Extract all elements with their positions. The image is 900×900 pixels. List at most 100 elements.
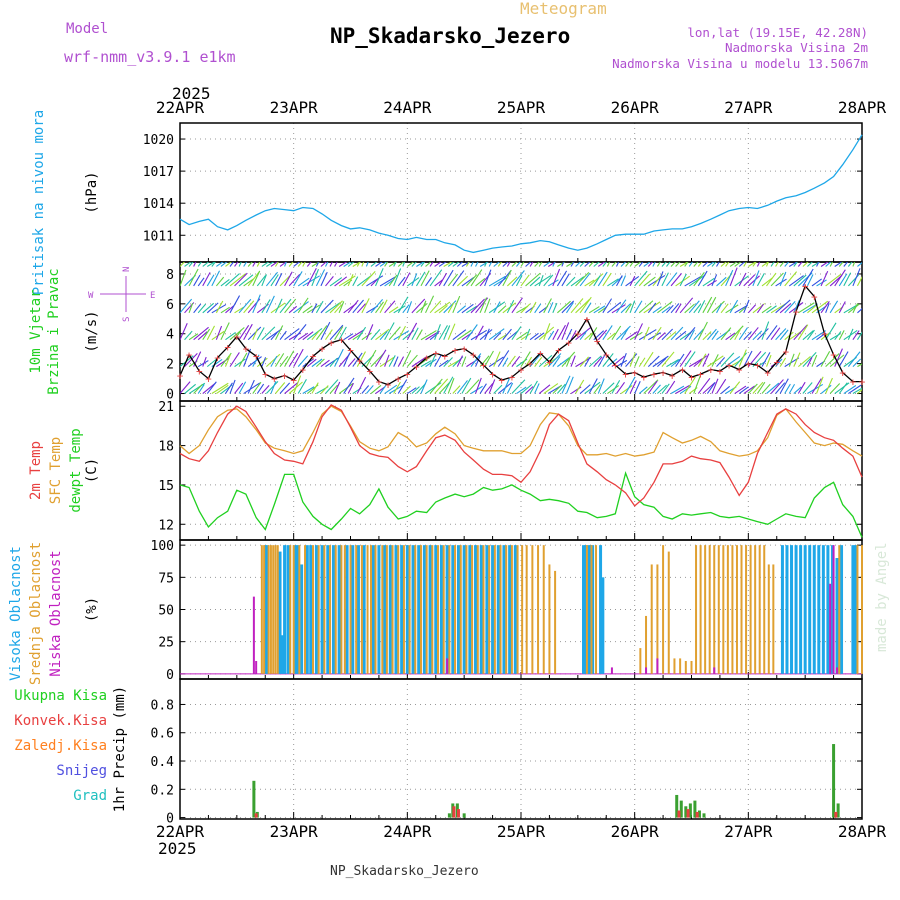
wind-arrow [652,326,662,341]
wind-arrow [220,278,230,287]
wind-arrow [611,380,621,394]
wind-arrow [306,262,312,267]
wind-arrow [515,275,523,287]
wind-arrow [180,323,188,340]
wind-speed-marker: + [717,365,724,378]
wind-arrow [634,381,641,394]
wind-arrow [320,321,331,340]
wind-arrow [852,387,862,395]
wind-arrow [793,386,802,394]
wind-arrow [343,262,352,267]
wind-arrow [470,262,474,267]
cloud-bar [679,658,682,674]
cloud-bar [300,564,304,674]
wind-arrow [347,299,359,314]
wind-arrow [852,262,856,267]
wind-arrow [820,270,829,287]
wind-arrow [265,295,275,314]
wind-speed-marker: + [498,374,505,387]
wind-arrow [575,327,591,341]
y-tick-label: 1017 [143,165,174,180]
cloud-bar [713,667,716,674]
wind-arrow [488,275,506,287]
wind-arrow [557,262,566,267]
cloud-bar [548,564,551,674]
cloud-bar [554,570,557,674]
y-tick-label: 12 [158,518,174,533]
wind-speed-marker: + [432,347,439,360]
wind-arrow [843,304,858,314]
wind-arrow [511,326,522,341]
wind-arrow [420,360,432,368]
wind-arrow [552,328,559,340]
wind-arrow [747,304,757,314]
wind-speed-marker: + [575,328,582,341]
wind-arrow [397,296,409,314]
wind-arrow [820,384,832,394]
wind-arrow [838,273,848,287]
wind-arrow [415,271,426,287]
wind-arrow [738,349,747,367]
wind-arrow [743,350,753,367]
precip-bar [675,794,679,818]
wind-arrow [266,262,275,267]
cloud-bar [326,545,330,674]
wind-arrow [584,356,591,367]
wind-arrow [688,329,695,340]
unit-label: 1hr Precip (mm) [112,686,128,812]
wind-arrows [180,262,862,395]
cloud-bar [650,564,653,674]
wind-arrow [843,262,849,267]
wind-arrow [825,353,840,368]
precip-legend-label: Snijeg [56,763,107,779]
precip-bar [447,813,451,818]
cloud-ylabel: Srednja Oblacnost [28,542,44,685]
wind-arrow [779,262,785,267]
wind-arrow [425,262,432,267]
wind-arrow [470,353,482,367]
wind-arrow [393,262,397,267]
wind-arrow [225,382,233,394]
wind-arrow [447,302,455,314]
wind-arrow [566,302,574,314]
wind-arrow [793,300,800,314]
wind-arrow [820,301,830,314]
wind-arrow [625,331,638,341]
wind-arrow [829,383,841,394]
wind-arrow [497,305,507,314]
wind-arrow [756,262,761,267]
wind-arrow [315,262,320,267]
cloud-bar [437,545,440,674]
wind-arrow [193,262,197,267]
wind-arrow [252,270,261,287]
wind-arrow [675,303,682,314]
wind-arrow [297,297,309,314]
wind-arrow [716,378,727,394]
cloud-bar [713,545,716,674]
wind-arrow [234,262,239,267]
wind-arrow [570,330,577,340]
wind-arrow [738,262,746,267]
model-name: wrf-nmm_v3.9.1 e1km [64,48,236,66]
wind-speed-marker: + [253,350,260,363]
cloud-bar [690,660,693,674]
wind-arrow [325,379,339,394]
wind-arrow [279,275,290,287]
wind-arrow [288,273,301,287]
cloud-bar [840,545,844,674]
wind-arrow [506,262,511,267]
wind-arrow [756,303,764,314]
cloud-bar [735,545,738,674]
wind-arrow [593,275,601,287]
wind-arrow [634,356,640,367]
wind-arrow [275,262,279,267]
cloud-bar [673,658,676,674]
wind-speed-marker: + [679,364,686,377]
wind-arrow [243,323,253,340]
wind-arrow [525,386,534,394]
wind-arrow [529,332,539,341]
wind-speed-marker: + [196,365,203,378]
wind-arrow [338,301,345,314]
wind-arrow [752,270,760,287]
cloud-bar [838,545,841,674]
